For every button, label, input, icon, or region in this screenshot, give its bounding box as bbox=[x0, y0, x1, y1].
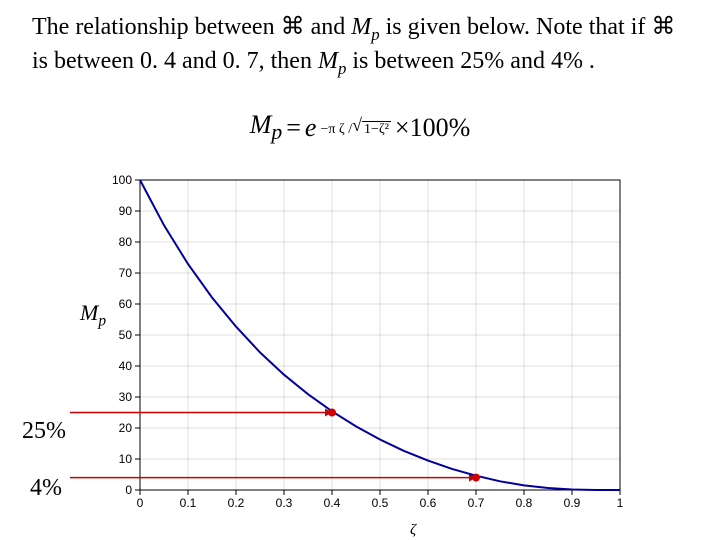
svg-text:50: 50 bbox=[119, 328, 133, 342]
svg-text:0.3: 0.3 bbox=[276, 496, 293, 510]
svg-text:0.1: 0.1 bbox=[180, 496, 197, 510]
formula-e: e bbox=[305, 113, 317, 143]
svg-text:80: 80 bbox=[119, 235, 133, 249]
formula-exp-rad: 1−ζ² bbox=[362, 121, 391, 138]
description-text: The relationship between ⌘ and Mp is giv… bbox=[32, 14, 675, 74]
formula-equals: = bbox=[286, 113, 301, 143]
svg-text:0.9: 0.9 bbox=[564, 496, 581, 510]
description-paragraph: The relationship between ⌘ and Mp is giv… bbox=[32, 12, 692, 80]
svg-text:100: 100 bbox=[112, 173, 132, 187]
svg-text:0.7: 0.7 bbox=[468, 496, 485, 510]
formula-mp-m: M bbox=[250, 110, 272, 139]
svg-text:0.4: 0.4 bbox=[324, 496, 341, 510]
svg-text:0.8: 0.8 bbox=[516, 496, 533, 510]
formula: Mp = e −π ζ /√1−ζ² ×100% bbox=[0, 110, 720, 145]
svg-text:0.2: 0.2 bbox=[228, 496, 245, 510]
svg-text:20: 20 bbox=[119, 421, 133, 435]
formula-mp-p: p bbox=[271, 120, 282, 144]
formula-exponent: −π ζ /√1−ζ² bbox=[320, 117, 390, 138]
formula-exp-prefix: −π ζ / bbox=[320, 122, 352, 137]
svg-text:0: 0 bbox=[137, 496, 144, 510]
svg-text:0.6: 0.6 bbox=[420, 496, 437, 510]
overshoot-chart: 0 10 20 30 40 50 60 70 80 90 100 0 0.1 0.2 0.3 0.4 0.5 0.… bbox=[70, 170, 690, 530]
svg-text:40: 40 bbox=[119, 359, 133, 373]
svg-text:70: 70 bbox=[119, 266, 133, 280]
annotation-4pct: 4% bbox=[30, 475, 62, 502]
annotation-25pct: 25% bbox=[22, 418, 66, 445]
svg-text:0.5: 0.5 bbox=[372, 496, 389, 510]
svg-text:0: 0 bbox=[125, 483, 132, 497]
svg-text:1: 1 bbox=[617, 496, 624, 510]
formula-times100: ×100% bbox=[395, 113, 470, 143]
chart-container: 0 10 20 30 40 50 60 70 80 90 100 0 0.1 0.2 0.3 0.4 0.5 0.… bbox=[70, 170, 690, 530]
svg-text:90: 90 bbox=[119, 204, 133, 218]
svg-text:60: 60 bbox=[119, 297, 133, 311]
svg-text:10: 10 bbox=[119, 452, 133, 466]
svg-text:30: 30 bbox=[119, 390, 133, 404]
